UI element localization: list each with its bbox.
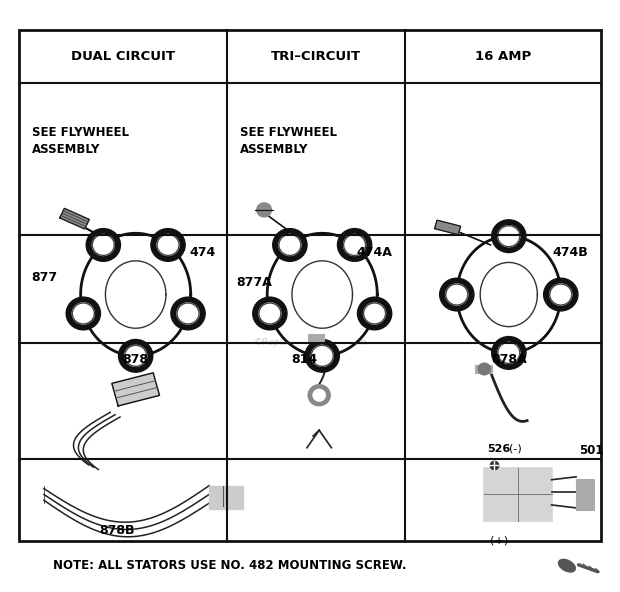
Bar <box>475 365 492 373</box>
Circle shape <box>305 339 339 372</box>
Text: 501: 501 <box>579 443 604 456</box>
Circle shape <box>358 297 392 330</box>
Circle shape <box>92 234 114 256</box>
Text: 878A: 878A <box>491 353 526 366</box>
Text: SEE FLYWHEEL
ASSEMBLY: SEE FLYWHEEL ASSEMBLY <box>240 126 337 156</box>
Circle shape <box>118 339 153 372</box>
Circle shape <box>259 303 281 324</box>
Circle shape <box>125 345 147 366</box>
Bar <box>309 334 324 343</box>
Circle shape <box>253 297 287 330</box>
Polygon shape <box>457 236 560 353</box>
Text: 877: 877 <box>32 271 58 284</box>
Text: SEE FLYWHEEL
ASSEMBLY: SEE FLYWHEEL ASSEMBLY <box>32 126 129 156</box>
Circle shape <box>440 278 474 311</box>
Circle shape <box>498 342 520 363</box>
Circle shape <box>157 234 179 256</box>
Circle shape <box>544 278 578 311</box>
Circle shape <box>66 297 100 330</box>
Circle shape <box>311 345 333 366</box>
Text: NOTE: ALL STATORS USE NO. 482 MOUNTING SCREW.: NOTE: ALL STATORS USE NO. 482 MOUNTING S… <box>53 559 407 572</box>
Circle shape <box>313 390 326 401</box>
Circle shape <box>151 229 185 261</box>
Bar <box>19 30 601 541</box>
Circle shape <box>492 337 526 369</box>
Text: 877A: 877A <box>237 276 272 289</box>
Polygon shape <box>60 208 89 229</box>
Text: DUAL CIRCUIT: DUAL CIRCUIT <box>71 50 175 63</box>
Circle shape <box>446 284 468 305</box>
Circle shape <box>343 234 366 256</box>
Text: ©ReplacementParts.com: ©ReplacementParts.com <box>253 338 367 347</box>
Bar <box>209 485 242 509</box>
Text: 814: 814 <box>291 353 317 366</box>
Circle shape <box>363 303 386 324</box>
Circle shape <box>337 229 372 261</box>
Circle shape <box>279 234 301 256</box>
Text: 526: 526 <box>487 443 511 453</box>
Bar <box>576 479 595 510</box>
Text: 878B: 878B <box>100 524 135 536</box>
Circle shape <box>257 203 272 217</box>
Circle shape <box>492 220 526 253</box>
Polygon shape <box>81 233 191 356</box>
Text: (-): (-) <box>509 443 521 453</box>
Circle shape <box>86 229 120 261</box>
Ellipse shape <box>559 559 575 572</box>
Text: TRI–CIRCUIT: TRI–CIRCUIT <box>271 50 361 63</box>
Circle shape <box>73 303 94 324</box>
Polygon shape <box>435 220 461 234</box>
Text: (+): (+) <box>490 535 508 545</box>
Circle shape <box>550 284 572 305</box>
Text: 474: 474 <box>189 246 215 259</box>
Polygon shape <box>267 233 378 356</box>
Text: 16 AMP: 16 AMP <box>474 50 531 63</box>
Circle shape <box>171 297 205 330</box>
Bar <box>484 468 552 521</box>
Text: 878: 878 <box>123 353 149 366</box>
Text: 474B: 474B <box>552 246 588 259</box>
Circle shape <box>308 385 330 406</box>
Polygon shape <box>112 373 159 406</box>
Text: 474A: 474A <box>356 246 392 259</box>
Circle shape <box>177 303 199 324</box>
Circle shape <box>478 363 490 375</box>
Circle shape <box>498 226 520 247</box>
Circle shape <box>273 229 307 261</box>
